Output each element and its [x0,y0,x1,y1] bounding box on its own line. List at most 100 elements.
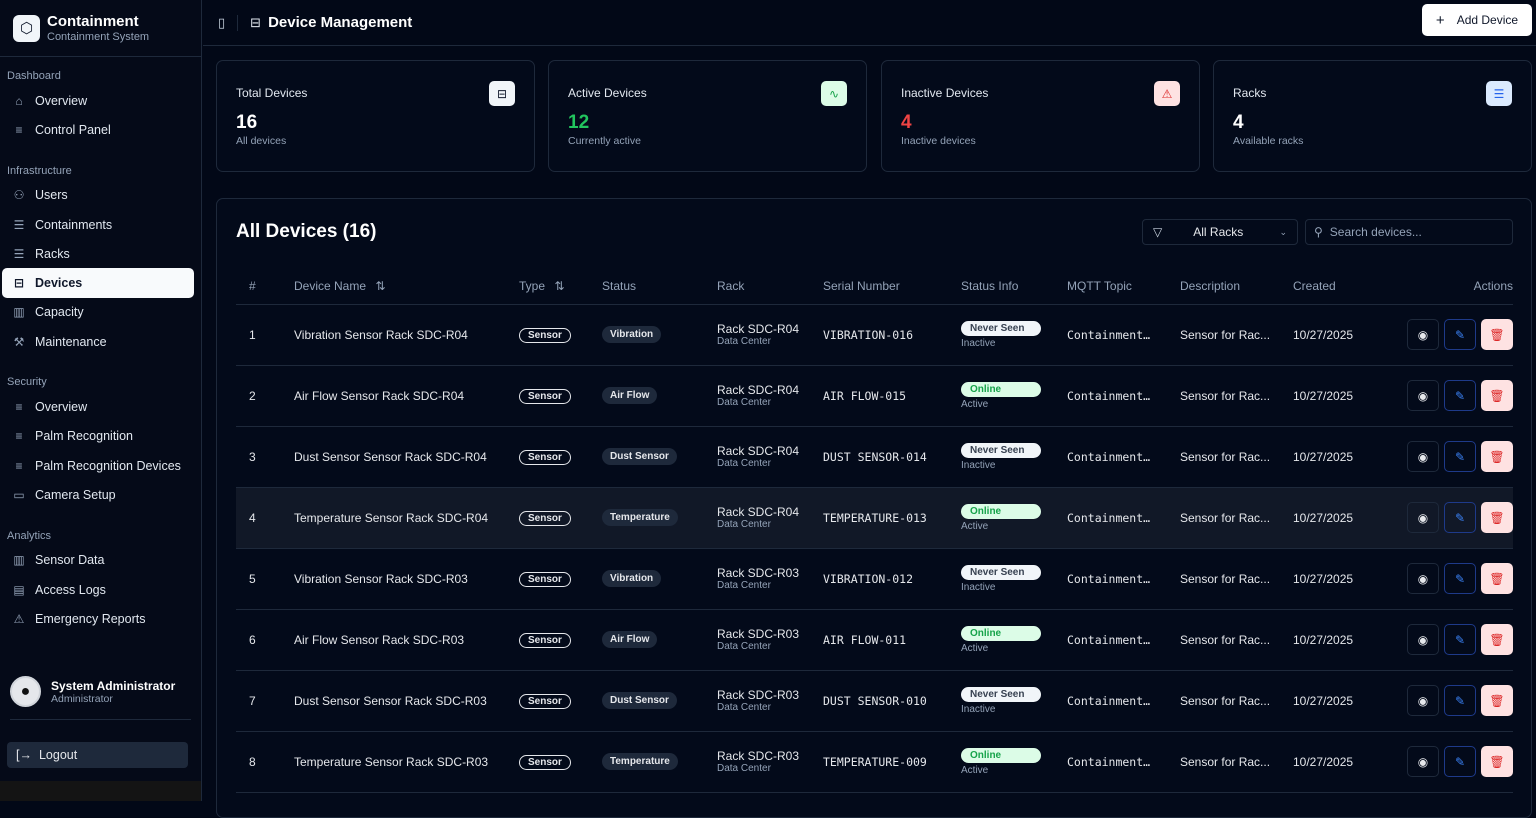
edit-button[interactable]: ✎ [1444,563,1476,594]
user-profile[interactable]: ● System Administrator Administrator [0,676,201,720]
column-header-serial-number: Serial Number [810,269,948,305]
file-icon: ▤ [13,582,25,597]
stat-value: 12 [568,112,590,133]
actions-cell: ◉ ✎ 🗑 [1380,304,1513,366]
eye-icon: ◉ [1417,449,1429,464]
edit-button[interactable]: ✎ [1444,502,1476,533]
table-row[interactable]: 1 Vibration Sensor Rack SDC-R04 Sensor Vibr… [236,304,1513,366]
table-row[interactable]: 6 Air Flow Sensor Rack SDC-R03 Sensor Air F… [236,609,1513,671]
sidebar-item-access-logs[interactable]: ▤ Access Logs [2,575,194,604]
delete-button[interactable]: 🗑 [1481,319,1513,350]
type-badge: Sensor [519,693,571,709]
view-button[interactable]: ◉ [1407,319,1439,350]
type-cell: Sensor [506,609,589,671]
eye-icon: ◉ [1417,632,1429,647]
delete-button[interactable]: 🗑 [1481,685,1513,716]
device-state: Inactive [961,338,996,349]
serial-cell: VIBRATION-012 [810,548,948,610]
trash-icon: 🗑 [1489,693,1505,708]
stat-title: Racks [1233,86,1267,100]
edit-button[interactable]: ✎ [1444,319,1476,350]
sidebar-item-control-panel[interactable]: ≡ Control Panel [2,115,194,144]
sidebar-item-racks[interactable]: ☰ Racks [2,239,194,268]
delete-button[interactable]: 🗑 [1481,441,1513,472]
eye-icon: ◉ [1417,571,1429,586]
row-number: 3 [236,426,281,488]
sidebar-item-maintenance[interactable]: ⚒ Maintenance [2,327,194,356]
sidebar-item-devices[interactable]: ⊟ Devices [2,268,194,298]
sort-icon[interactable]: ⇅ [551,279,565,294]
delete-button[interactable]: 🗑 [1481,502,1513,533]
trash-icon: 🗑 [1489,632,1505,647]
view-button[interactable]: ◉ [1407,563,1439,594]
edit-button[interactable]: ✎ [1444,685,1476,716]
delete-button[interactable]: 🗑 [1481,380,1513,411]
edit-button[interactable]: ✎ [1444,441,1476,472]
filter-icon: ▽ [1153,225,1163,239]
device-state: Active [961,521,989,532]
description: Sensor for Rac... [1180,510,1271,525]
edit-icon: ✎ [1454,632,1466,647]
stat-card-total-devices: Total Devices 16 All devices ⊟ [216,60,535,172]
sidebar-item-palm-recognition[interactable]: ≡ Palm Recognition [2,422,194,451]
status-info-cell: Online Active [948,609,1054,671]
mqtt-topic: Containment… [1067,754,1151,769]
sidebar-item-capacity[interactable]: ▥ Capacity [2,298,194,327]
table-row[interactable]: 3 Dust Sensor Sensor Rack SDC-R04 Sensor Du… [236,426,1513,488]
description-cell: Sensor for Rac... [1167,670,1280,732]
view-button[interactable]: ◉ [1407,624,1439,655]
delete-button[interactable]: 🗑 [1481,624,1513,655]
brand: ⬡ Containment Containment System [0,0,201,57]
sidebar-item-containments[interactable]: ☰ Containments [2,210,194,239]
created-cell: 10/27/2025 [1280,609,1380,671]
table-row[interactable]: 4 Temperature Sensor Rack SDC-R04 Sensor Te… [236,487,1513,549]
sidebar-item-overview[interactable]: ≡ Overview [2,392,194,421]
sort-icon[interactable]: ⇅ [372,279,386,294]
logout-button[interactable]: [→ Logout [7,742,188,768]
column-header-device-name[interactable]: Device Name ⇅ [281,269,506,305]
rack-location: Data Center [717,763,771,774]
table-row[interactable]: 5 Vibration Sensor Rack SDC-R03 Sensor Vibr… [236,548,1513,610]
view-button[interactable]: ◉ [1407,441,1439,472]
add-device-button[interactable]: + Add Device [1422,4,1532,36]
mqtt-topic: Containment… [1067,632,1151,647]
status-badge: Vibration [602,570,662,587]
view-button[interactable]: ◉ [1407,380,1439,411]
table-row[interactable]: 8 Temperature Sensor Rack SDC-R03 Sensor Te… [236,731,1513,793]
alert-icon: ⚠ [13,611,25,626]
row-number-text: 7 [249,693,256,708]
sidebar-item-emergency-reports[interactable]: ⚠ Emergency Reports [2,604,194,633]
sidebar-item-sensor-data[interactable]: ▥ Sensor Data [2,546,194,575]
serial-cell: VIBRATION-016 [810,304,948,366]
table-row[interactable]: 2 Air Flow Sensor Rack SDC-R04 Sensor Air F… [236,365,1513,427]
sidebar-item-overview[interactable]: ⌂ Overview [2,86,194,115]
sidebar-toggle-icon[interactable]: ▯ [218,14,226,30]
delete-button[interactable]: 🗑 [1481,746,1513,777]
view-button[interactable]: ◉ [1407,502,1439,533]
edit-button[interactable]: ✎ [1444,624,1476,655]
search-input[interactable]: ⚲ Search devices... [1305,219,1513,245]
sidebar-item-users[interactable]: ⚇ Users [2,181,194,210]
table-row[interactable]: 7 Dust Sensor Sensor Rack SDC-R03 Sensor Du… [236,670,1513,732]
type-badge: Sensor [519,632,571,648]
type-cell: Sensor [506,548,589,610]
eye-icon: ◉ [1417,388,1429,403]
description-cell: Sensor for Rac... [1167,304,1280,366]
row-number: 8 [236,731,281,793]
serial-cell: AIR FLOW-011 [810,609,948,671]
status-info-badge: Never Seen [961,687,1041,702]
status-cell: Air Flow [589,609,704,671]
sidebar-item-palm-recognition-devices[interactable]: ≡ Palm Recognition Devices [2,451,194,480]
rack-filter-select[interactable]: ▽ All Racks ⌄ [1142,219,1298,245]
sidebar-item-camera-setup[interactable]: ▭ Camera Setup [2,480,194,509]
column-header-type[interactable]: Type ⇅ [506,269,589,305]
actions: ◉ ✎ 🗑 [1393,380,1513,411]
menu-icon: ≡ [15,400,23,415]
device-state: Inactive [961,704,996,715]
edit-button[interactable]: ✎ [1444,380,1476,411]
view-button[interactable]: ◉ [1407,685,1439,716]
view-button[interactable]: ◉ [1407,746,1439,777]
edit-button[interactable]: ✎ [1444,746,1476,777]
delete-button[interactable]: 🗑 [1481,563,1513,594]
mqtt-topic: Containment… [1067,510,1151,525]
